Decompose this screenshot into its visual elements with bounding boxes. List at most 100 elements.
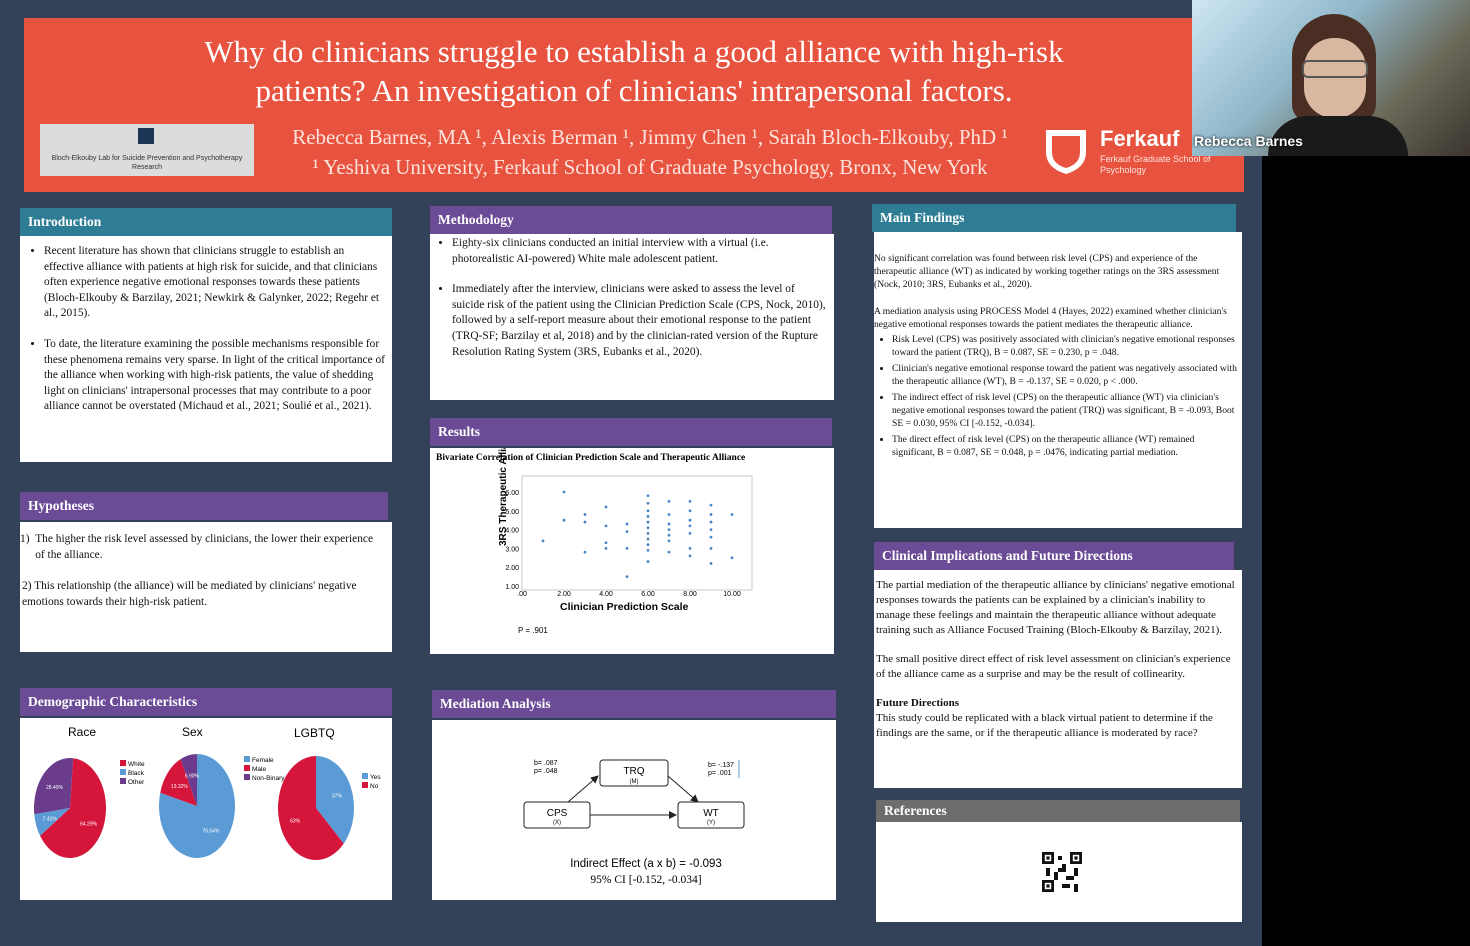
finding-bullet: The indirect effect of risk level (CPS) … (892, 391, 1238, 430)
race-slice (34, 758, 74, 815)
scatter-point (688, 500, 692, 503)
qr-code-icon[interactable] (1042, 852, 1082, 892)
references-panel (876, 822, 1242, 922)
main-findings-heading: Main Findings (872, 204, 1236, 232)
references-heading: References (876, 800, 1240, 822)
chart-title: Bivariate Correlation of Clinician Predi… (436, 453, 746, 463)
scatter-point (709, 562, 713, 565)
scatter-point (667, 533, 671, 537)
b-path-p: p= .001 (708, 770, 732, 777)
sex-legend-label: Non-Binary (252, 775, 285, 782)
scatter-point (688, 509, 692, 513)
plot-area (521, 475, 753, 591)
methodology-heading: Methodology (430, 206, 832, 234)
chart-xlabel: Clinician Prediction Scale (560, 601, 689, 613)
screen-side-panel (1262, 0, 1470, 946)
race-slice-label: 7.41% (43, 816, 58, 822)
participant-name: Rebecca Barnes (1194, 133, 1303, 149)
lgbtq-legend-label: Yes (370, 774, 381, 781)
scatter-point (646, 515, 650, 518)
author-list: Rebecca Barnes, MA ¹, Alexis Berman ¹, J… (292, 125, 1008, 149)
race-legend-swatch (120, 760, 126, 766)
scatter-point (730, 513, 734, 516)
scatter-point (625, 530, 629, 533)
sex-slice (180, 754, 197, 806)
scatter-point (688, 547, 692, 550)
cps-sub: (X) (553, 820, 561, 826)
finding-paragraph: No significant correlation was found bet… (874, 253, 1220, 290)
lgbtq-legend-label: No (370, 783, 379, 790)
title-line-2: patients? An investigation of clinicians… (255, 73, 1013, 108)
sex-slice (160, 759, 197, 806)
poster-header: Why do clinicians struggle to establish … (24, 18, 1244, 192)
scatter-point (646, 501, 650, 505)
sex-slice-label: 76.54% (202, 829, 220, 835)
a-path-p: p= .048 (534, 768, 558, 775)
x-tick-label: 8.00 (683, 591, 697, 598)
future-directions-text: This study could be replicated with a bl… (876, 712, 1213, 739)
scatter-point (667, 522, 671, 526)
scatter-point (709, 528, 713, 531)
scatter-point (583, 550, 587, 554)
race-legend-label: Other (128, 779, 145, 786)
lgbtq-label: LGBTQ (294, 726, 335, 740)
lgbtq-slice (316, 756, 354, 844)
finding-bullet: Risk Level (CPS) was positively associat… (892, 333, 1238, 359)
finding-bullet: Clinician's negative emotional response … (892, 362, 1238, 388)
scatter-point (646, 520, 650, 524)
y-tick-label: 4.00 (505, 528, 519, 535)
x-tick-label: .00 (517, 591, 527, 598)
race-slice-label: 64.29% (80, 821, 98, 827)
lgbtq-slice-label: 37% (332, 794, 343, 800)
scatter-point (562, 518, 566, 522)
scatter-point (667, 500, 671, 503)
intro-bullet: To date, the literature examining the po… (44, 337, 386, 415)
sex-legend-label: Female (252, 757, 274, 764)
future-directions-heading: Future Directions (876, 697, 959, 709)
demographics-charts: Race Sex LGBTQ 64.29% 7.41% 28.40% White Bla… (34, 725, 381, 860)
y-tick-label: 6.00 (505, 490, 519, 497)
lgbtq-slice (277, 756, 344, 860)
scatter-point (667, 539, 671, 543)
b-path-arrow (667, 775, 699, 803)
finding-paragraph: A mediation analysis using PROCESS Model… (874, 306, 1227, 330)
webcam-video-tile[interactable] (1192, 0, 1470, 156)
y-tick-label: 5.00 (505, 509, 519, 516)
race-legend-swatch (120, 769, 126, 775)
y-tick-label: 2.00 (505, 565, 519, 572)
scatter-point (646, 526, 650, 530)
scatter-point (583, 513, 587, 516)
scatter-point (688, 531, 692, 535)
finding-bullet: The direct effect of risk level (CPS) on… (892, 433, 1238, 459)
wt-sub: (Y) (707, 820, 715, 826)
scatter-point (583, 520, 587, 524)
lgbtq-legend-swatch (362, 773, 368, 779)
presenter-body (1268, 116, 1408, 156)
scatter-point (709, 503, 713, 507)
scatter-point (667, 550, 671, 554)
scatter-point (541, 539, 545, 543)
race-slice (34, 808, 70, 836)
introduction-panel: Recent literature has shown that clinici… (20, 236, 392, 462)
scatter-point (709, 520, 713, 524)
sex-legend-label: Male (252, 766, 266, 773)
school-logo: Ferkauf Ferkauf Graduate School of Psych… (1042, 122, 1222, 182)
race-legend-label: White (128, 761, 145, 768)
lab-emblem-icon (138, 128, 154, 144)
sex-legend-swatch (244, 765, 250, 771)
scatter-point (562, 490, 566, 494)
main-findings-panel: No significant correlation was found bet… (874, 232, 1242, 528)
implication-paragraph: The small positive direct effect of risk… (876, 653, 1231, 680)
title-line-1: Why do clinicians struggle to establish … (204, 34, 1064, 69)
lab-logo-text: Bloch-Elkouby Lab for Suicide Prevention… (51, 155, 243, 171)
trq-sub: (M) (630, 779, 639, 785)
authors-block: Rebecca Barnes, MA ¹, Alexis Berman ¹, J… (260, 122, 1040, 182)
scatter-point (646, 494, 650, 498)
scatter-point (667, 528, 671, 531)
hypothesis-1: The higher the risk level assessed by cl… (35, 533, 374, 561)
x-tick-label: 10.00 (723, 591, 741, 598)
a-path-arrow (567, 775, 599, 803)
lgbtq-slice-label: 63% (290, 818, 301, 824)
confidence-interval: 95% CI [-0.152, -0.034] (590, 874, 701, 886)
